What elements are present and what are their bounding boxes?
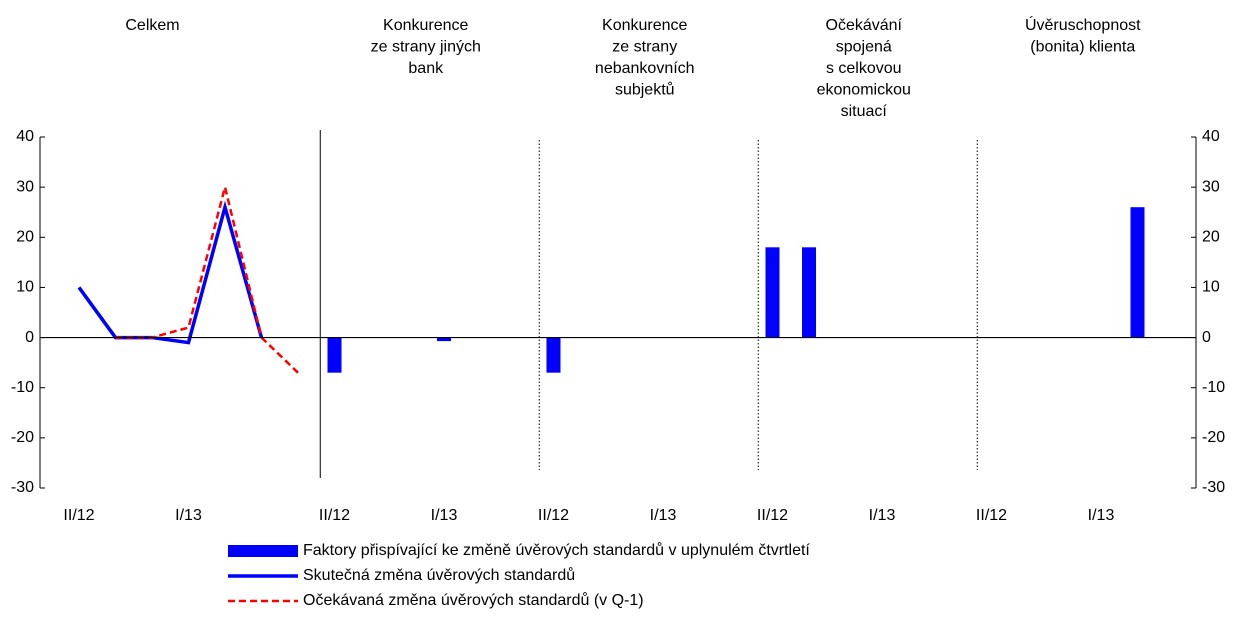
y2-tick-label: 40 [1202, 128, 1220, 145]
y-tick-label: 0 [25, 329, 34, 346]
x-tick-label: I/13 [175, 507, 202, 524]
x-tick-label: I/13 [650, 507, 677, 524]
panel-title-line: Očekávání [826, 17, 903, 34]
panel-title-line: subjektů [615, 81, 675, 99]
legend-label: Skutečná změna úvěrových standardů [303, 566, 575, 584]
panel-title-line: ze strany [612, 39, 677, 56]
expected-line [115, 186, 299, 374]
panel-title-line: Úvěruschopnost [1025, 15, 1141, 34]
panel-title-line: Konkurence [602, 17, 687, 34]
x-tick-label: II/12 [319, 507, 350, 524]
panel-title: Úvěruschopnost (bonita) klienta [1025, 15, 1141, 56]
y2-tick-label: -10 [1202, 379, 1225, 396]
y2-tick-label: 30 [1202, 178, 1220, 195]
x-tick-label: II/12 [538, 507, 569, 524]
panel-title-line: Celkem [125, 17, 179, 34]
y2-tick-label: 20 [1202, 229, 1220, 246]
panel-title: Očekávání spojená s celkovou ekonomickou sit… [817, 17, 911, 120]
panel-title-line: bank [408, 60, 444, 77]
panel-title-line: ekonomickou [817, 82, 911, 99]
panel-title-line: Konkurence [383, 17, 468, 34]
panel-title-line: ze strany jiných [371, 39, 481, 56]
y-tick-label: 30 [16, 178, 34, 195]
panel-title-line: s celkovou [826, 60, 902, 77]
legend-swatch [228, 545, 298, 557]
y-tick-label: -10 [11, 379, 34, 396]
legend-label: Faktory přispívající ke změně úvěrových … [303, 541, 810, 559]
x-tick-label: II/12 [63, 507, 94, 524]
panel-title: Celkem [125, 17, 179, 34]
x-tick-label: I/13 [869, 507, 896, 524]
bar [546, 337, 561, 373]
x-tick-label: II/12 [976, 507, 1007, 524]
x-tick-label: I/13 [431, 507, 458, 524]
y-tick-label: -30 [11, 479, 34, 496]
y2-tick-label: 0 [1202, 329, 1211, 346]
y-tick-label: -20 [11, 429, 34, 446]
y-tick-label: 20 [16, 229, 34, 246]
y2-tick-label: 10 [1202, 279, 1220, 296]
legend-label: Očekávaná změna úvěrových standardů (v Q… [303, 591, 644, 609]
bar [1130, 207, 1145, 338]
panel-title-line: situací [841, 103, 888, 120]
bar [802, 247, 816, 338]
x-tick-label: II/12 [757, 507, 788, 524]
y2-tick-label: -20 [1202, 429, 1225, 446]
actual-line [77, 200, 264, 345]
y-tick-label: 40 [16, 128, 34, 145]
y2-tick-label: -30 [1202, 479, 1225, 496]
x-tick-label: I/13 [1088, 507, 1115, 524]
bar [327, 337, 342, 373]
bar [437, 337, 451, 342]
bar [765, 247, 780, 338]
panel-title: Konkurence ze strany nebankovních subjektů [595, 17, 695, 99]
panel-title-line: (bonita) klienta [1030, 39, 1135, 56]
y-tick-label: 10 [16, 279, 34, 296]
panel-title-line: nebankovních [595, 60, 695, 77]
panel-title-line: spojená [836, 39, 892, 56]
panel-title: Konkurence ze strany jiných bank [371, 17, 481, 77]
